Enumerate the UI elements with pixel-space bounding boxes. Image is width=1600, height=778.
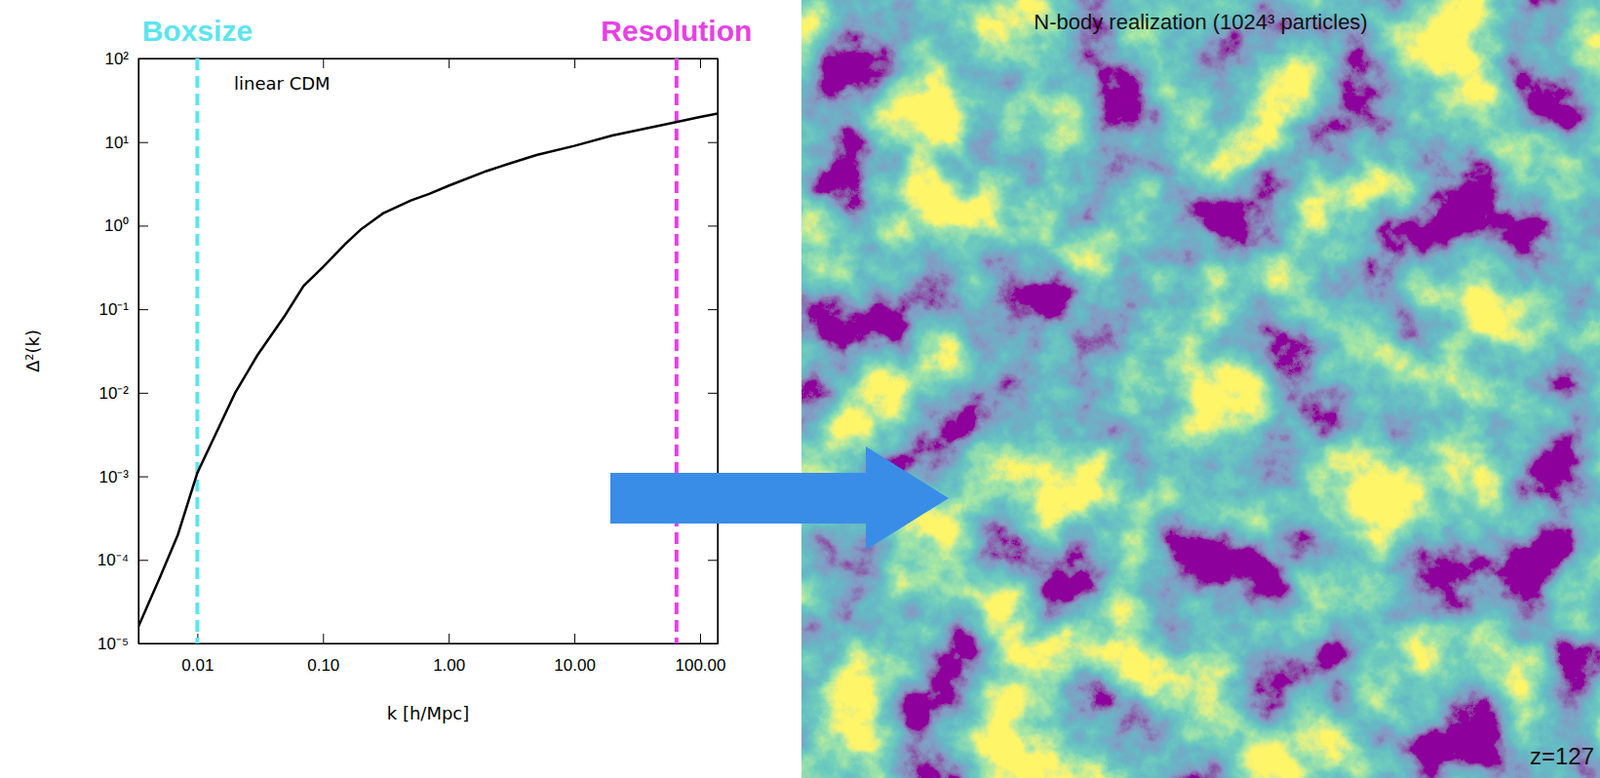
tick-mark <box>138 309 149 311</box>
tick-label: 10⁻³ <box>98 468 129 487</box>
tick <box>322 58 324 69</box>
tick-mark <box>707 559 718 561</box>
vertical-line <box>195 58 199 644</box>
tick-label: 10⁰ <box>104 216 129 235</box>
y-axis-title: Δ²(k) <box>22 329 43 373</box>
axis-line <box>717 59 719 645</box>
tick: 10² <box>104 49 149 69</box>
tick: 10⁻⁴ <box>97 550 149 570</box>
vertical-line-label: Boxsize <box>142 14 253 47</box>
nbody-image <box>801 0 1600 778</box>
x-axis: 0.01 0.10 1.00 10.00 100.00 <box>139 633 727 675</box>
tick <box>574 58 576 69</box>
tick-label: 10² <box>104 49 129 69</box>
tick-mark <box>707 309 718 311</box>
tick-label: 10⁻⁴ <box>97 550 129 570</box>
y-axis: 10⁻⁵ 10⁻⁴ 10⁻³ 10⁻² 10⁻¹ 10⁰ 10¹ 10² <box>97 49 149 654</box>
tick-label: 0.10 <box>307 656 340 675</box>
y-axis-right <box>707 59 719 645</box>
tick-mark <box>138 476 149 478</box>
tick-mark <box>448 633 450 644</box>
tick-mark <box>707 225 718 227</box>
tick-label: 100.00 <box>674 656 726 675</box>
tick-mark <box>707 142 718 144</box>
tick: 10⁻¹ <box>98 300 149 319</box>
series-label: linear CDM <box>234 73 331 94</box>
tick-mark <box>322 58 324 69</box>
tick <box>707 559 718 561</box>
tick-mark <box>138 58 149 60</box>
axis-line <box>139 643 719 645</box>
panel-label: z=127 <box>1529 742 1595 770</box>
tick-label: 0.01 <box>181 656 214 675</box>
tick-label: 1.00 <box>432 656 466 675</box>
tick <box>707 58 718 60</box>
tick-mark <box>574 633 576 644</box>
tick: 10¹ <box>104 133 149 153</box>
tick <box>707 643 718 645</box>
tick <box>707 142 718 144</box>
arrow <box>610 446 949 550</box>
tick: 10⁰ <box>104 216 149 235</box>
axis-line <box>139 58 719 60</box>
tick-mark <box>138 225 149 227</box>
panel-title: N-body realization (1024³ particles) <box>1033 9 1367 35</box>
tick <box>707 225 718 227</box>
tick <box>448 58 450 69</box>
tick-label: 10⁻¹ <box>98 300 129 319</box>
tick: 10⁻² <box>98 384 149 403</box>
plot-frame <box>138 58 718 644</box>
tick-mark <box>707 58 718 60</box>
x-axis-title: k [h/Mpc] <box>387 702 470 724</box>
tick: 0.10 <box>307 633 340 675</box>
tick: 10.00 <box>553 633 596 675</box>
x-axis-top <box>139 58 719 69</box>
tick-mark <box>138 392 149 394</box>
tick-label: 10⁻⁵ <box>97 634 129 654</box>
tick: 10⁻³ <box>98 468 149 487</box>
tick-mark <box>707 392 718 394</box>
vertical-line <box>674 58 679 644</box>
tick-label: 10⁻² <box>98 384 129 403</box>
plot-area <box>138 58 718 644</box>
tick-mark <box>574 58 576 69</box>
tick: 10⁻⁵ <box>97 634 149 654</box>
tick-mark <box>138 142 149 144</box>
tick-mark <box>448 58 450 69</box>
axis-line <box>138 59 140 645</box>
tick-mark <box>322 633 324 644</box>
tick-mark <box>138 643 149 645</box>
tick-label: 10.00 <box>553 656 596 675</box>
tick-mark <box>700 633 702 644</box>
tick-mark <box>700 58 702 69</box>
vertical-line-label: Resolution <box>600 14 752 47</box>
tick <box>700 58 702 69</box>
series-line <box>138 113 718 626</box>
tick-mark <box>138 559 149 561</box>
tick-mark <box>707 643 718 645</box>
figure: N-body realization (1024³ particles) z=12… <box>0 0 1600 778</box>
tick <box>707 309 718 311</box>
tick: 1.00 <box>432 633 466 675</box>
tick-label: 10¹ <box>104 133 129 153</box>
tick <box>707 392 718 394</box>
